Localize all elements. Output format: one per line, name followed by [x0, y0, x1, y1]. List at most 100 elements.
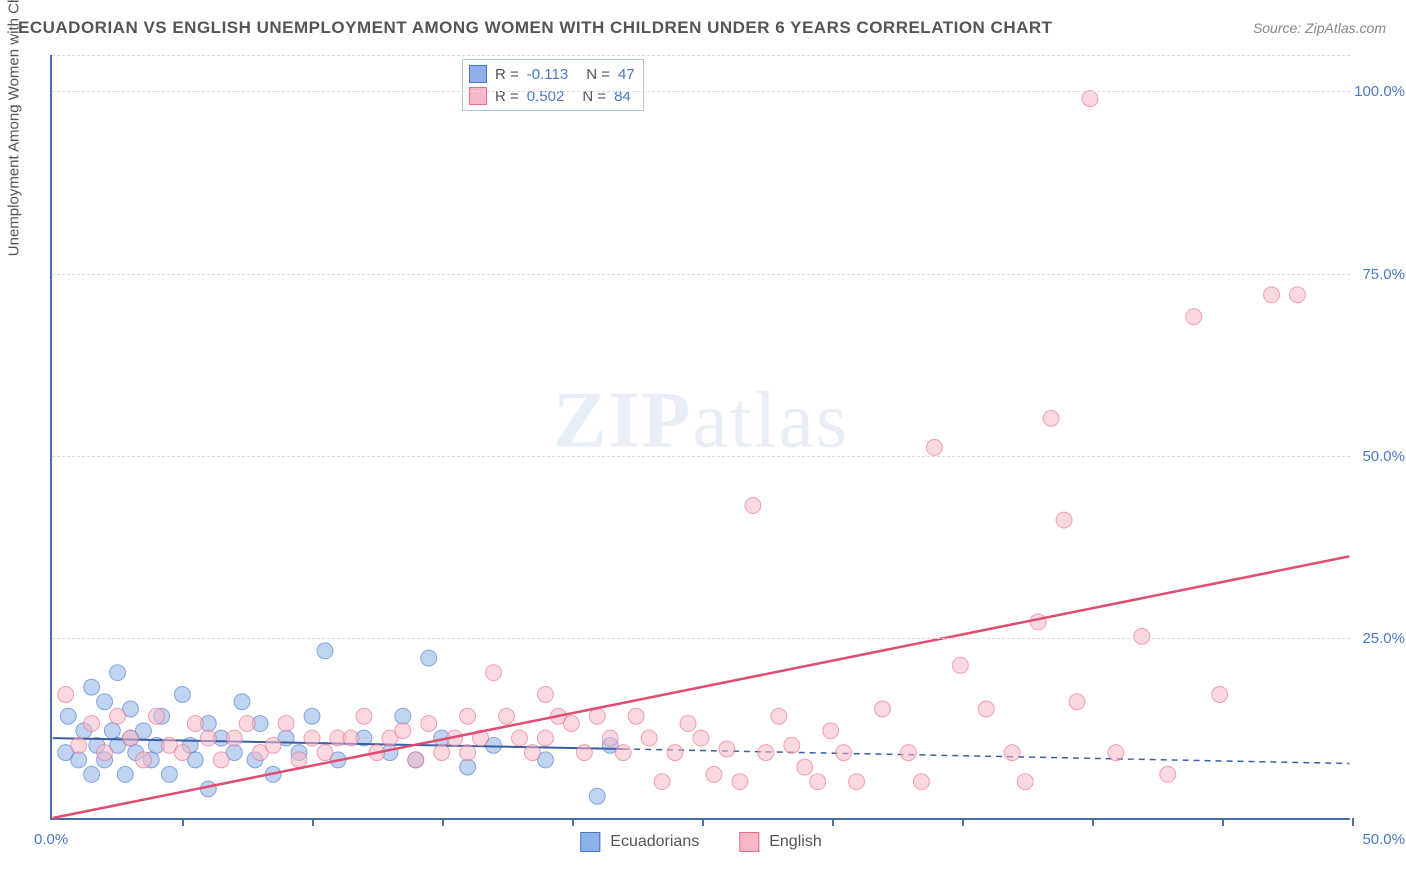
- scatter-point: [434, 745, 450, 761]
- legend-row: R = 0.502N = 84: [469, 85, 635, 107]
- scatter-point: [784, 737, 800, 753]
- scatter-point: [71, 737, 87, 753]
- chart-title: ECUADORIAN VS ENGLISH UNEMPLOYMENT AMONG…: [18, 18, 1053, 38]
- series-legend: EcuadoriansEnglish: [580, 832, 821, 852]
- scatter-point: [421, 650, 437, 666]
- scatter-point: [1160, 766, 1176, 782]
- scatter-point: [84, 679, 100, 695]
- scatter-point: [460, 745, 476, 761]
- source-attribution: Source: ZipAtlas.com: [1253, 20, 1386, 36]
- scatter-point: [537, 730, 553, 746]
- scatter-point: [356, 708, 372, 724]
- scatter-point: [117, 766, 133, 782]
- x-tick: [1222, 818, 1224, 826]
- scatter-point: [135, 752, 151, 768]
- y-tick-label: 25.0%: [1362, 630, 1405, 647]
- scatter-point: [563, 716, 579, 732]
- scatter-point: [1030, 614, 1046, 630]
- x-tick: [1352, 818, 1354, 826]
- scatter-point: [265, 737, 281, 753]
- scatter-point: [1289, 287, 1305, 303]
- scatter-point: [174, 745, 190, 761]
- legend-swatch-icon: [580, 832, 600, 852]
- scatter-point: [104, 723, 120, 739]
- scatter-point: [1186, 309, 1202, 325]
- series-legend-item: Ecuadorians: [580, 832, 699, 852]
- legend-r-label: R =: [495, 88, 519, 105]
- scatter-point: [304, 708, 320, 724]
- scatter-point: [174, 686, 190, 702]
- scatter-point: [408, 752, 424, 768]
- scatter-point: [148, 708, 164, 724]
- scatter-point: [343, 730, 359, 746]
- scatter-point: [1056, 512, 1072, 528]
- scatter-point: [797, 759, 813, 775]
- scatter-point: [123, 730, 139, 746]
- scatter-point: [213, 752, 229, 768]
- scatter-point: [97, 745, 113, 761]
- x-tick: [832, 818, 834, 826]
- scatter-point: [460, 708, 476, 724]
- scatter-point: [499, 708, 515, 724]
- x-tick: [1092, 818, 1094, 826]
- scatter-point: [641, 730, 657, 746]
- series-legend-label: Ecuadorians: [610, 833, 699, 851]
- scatter-point: [1017, 774, 1033, 790]
- legend-n-value: 47: [618, 66, 635, 83]
- scatter-point: [576, 745, 592, 761]
- gridline-h: [52, 274, 1350, 275]
- scatter-point: [421, 716, 437, 732]
- scatter-point: [602, 730, 618, 746]
- scatter-point: [304, 730, 320, 746]
- legend-swatch-icon: [469, 87, 487, 105]
- x-tick: [962, 818, 964, 826]
- scatter-point: [84, 766, 100, 782]
- legend-r-value: 0.502: [527, 88, 565, 105]
- scatter-point: [187, 716, 203, 732]
- scatter-point: [693, 730, 709, 746]
- scatter-point: [60, 708, 76, 724]
- scatter-point: [71, 752, 87, 768]
- scatter-point: [836, 745, 852, 761]
- scatter-point: [900, 745, 916, 761]
- legend-row: R = -0.113N = 47: [469, 63, 635, 85]
- gridline-h: [52, 638, 1350, 639]
- scatter-point: [615, 745, 631, 761]
- scatter-point: [719, 741, 735, 757]
- correlation-legend: R = -0.113N = 47R = 0.502N = 84: [462, 59, 644, 111]
- x-origin-label: 0.0%: [34, 831, 68, 848]
- scatter-point: [628, 708, 644, 724]
- legend-swatch-icon: [469, 65, 487, 83]
- scatter-point: [524, 745, 540, 761]
- legend-r-label: R =: [495, 66, 519, 83]
- scatter-point: [1264, 287, 1280, 303]
- scatter-point: [1134, 628, 1150, 644]
- scatter-point: [161, 766, 177, 782]
- scatter-point: [810, 774, 826, 790]
- scatter-point: [1004, 745, 1020, 761]
- scatter-point: [913, 774, 929, 790]
- scatter-point: [667, 745, 683, 761]
- scatter-point: [291, 752, 307, 768]
- scatter-point: [978, 701, 994, 717]
- scatter-point: [1043, 410, 1059, 426]
- scatter-point: [234, 694, 250, 710]
- scatter-point: [317, 643, 333, 659]
- scatter-point: [58, 686, 74, 702]
- scatter-point: [486, 665, 502, 681]
- x-tick: [702, 818, 704, 826]
- legend-swatch-icon: [739, 832, 759, 852]
- scatter-point: [875, 701, 891, 717]
- scatter-point: [200, 730, 216, 746]
- scatter-point: [97, 694, 113, 710]
- legend-n-label: N =: [582, 88, 606, 105]
- scatter-point: [1212, 686, 1228, 702]
- y-tick-label: 75.0%: [1362, 266, 1405, 283]
- scatter-point: [239, 716, 255, 732]
- legend-n-label: N =: [586, 66, 610, 83]
- scatter-point: [226, 730, 242, 746]
- gridline-h: [52, 91, 1350, 92]
- scatter-point: [110, 665, 126, 681]
- scatter-point: [460, 759, 476, 775]
- scatter-point: [926, 439, 942, 455]
